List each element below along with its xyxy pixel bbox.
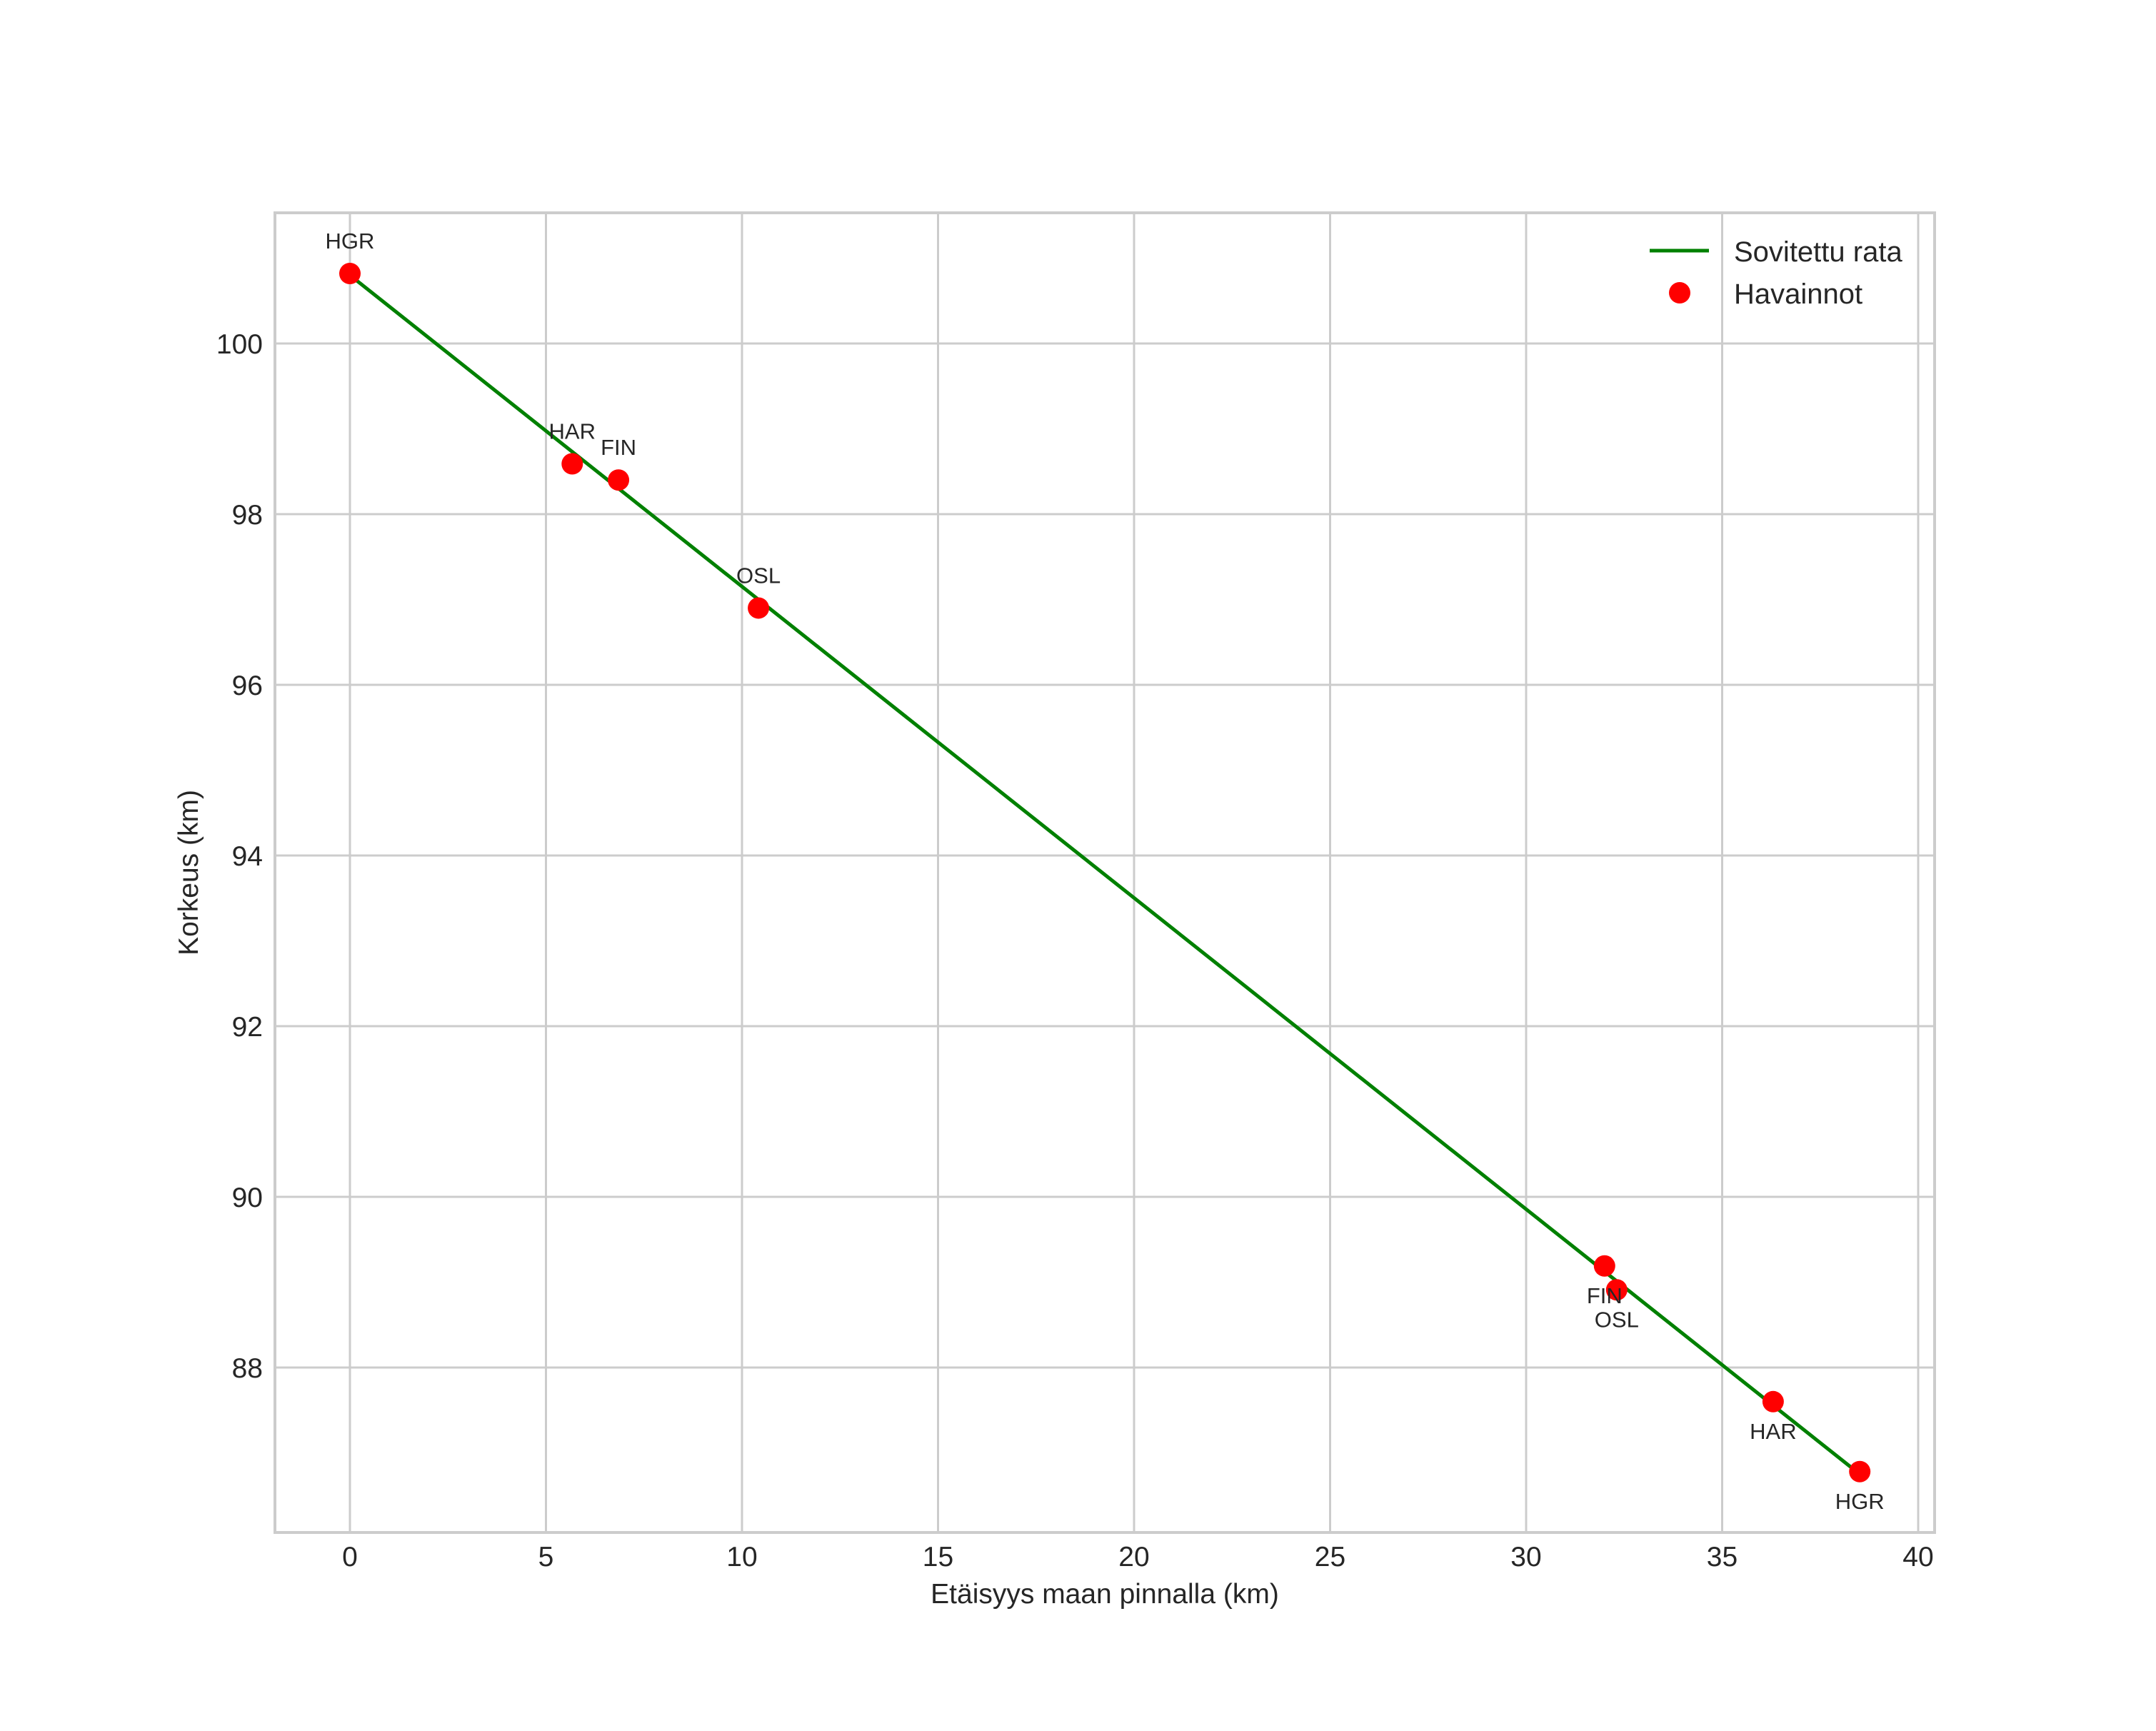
y-tick-label: 98 — [232, 500, 263, 531]
point-label-hgr: HGR — [326, 229, 375, 254]
point-label-osl: OSL — [736, 563, 781, 588]
x-tick-label: 5 — [538, 1542, 554, 1572]
x-tick-labels: 0 5 10 15 20 25 30 35 40 — [342, 1542, 1934, 1572]
y-tick-label: 96 — [232, 671, 263, 701]
y-tick-label: 88 — [232, 1353, 263, 1384]
legend-marker-swatch-icon — [1669, 282, 1690, 303]
observation-marker-osl — [1605, 1279, 1628, 1301]
observation-marker-fin — [1593, 1255, 1615, 1277]
x-gridlines — [349, 213, 1920, 1532]
observation-points — [339, 263, 1871, 1482]
legend: Sovitettu rata Havainnot — [1650, 236, 1902, 310]
x-tick-label: 20 — [1118, 1542, 1149, 1572]
y-axis-label: Korkeus (km) — [174, 790, 204, 955]
observation-marker-har — [561, 453, 583, 475]
point-label-fin: FIN — [1587, 1283, 1623, 1308]
point-label-fin: FIN — [601, 435, 636, 460]
point-label-osl: OSL — [1595, 1307, 1639, 1332]
point-label-har: HAR — [1750, 1419, 1796, 1444]
observation-marker-hgr — [1849, 1460, 1871, 1482]
x-tick-label: 35 — [1707, 1542, 1738, 1572]
y-tick-label: 92 — [232, 1012, 263, 1043]
y-tick-label: 90 — [232, 1183, 263, 1213]
observation-marker-fin — [608, 469, 630, 491]
observation-marker-har — [1762, 1390, 1784, 1413]
x-tick-label: 40 — [1902, 1542, 1933, 1572]
x-tick-label: 0 — [342, 1542, 358, 1572]
y-tick-labels: 88 90 92 94 96 98 100 — [216, 329, 263, 1384]
x-tick-label: 30 — [1510, 1542, 1541, 1572]
legend-label-observations: Havainnot — [1734, 279, 1862, 310]
x-tick-label: 10 — [726, 1542, 757, 1572]
observation-marker-hgr — [339, 263, 361, 285]
observation-marker-osl — [748, 597, 770, 619]
axes-spines — [274, 211, 1936, 1534]
point-label-har: HAR — [549, 418, 596, 443]
x-axis-label: Etäisyys maan pinnalla (km) — [931, 1579, 1279, 1610]
legend-label-fit-line: Sovitettu rata — [1734, 236, 1902, 268]
y-gridlines — [275, 342, 1935, 1369]
x-tick-label: 25 — [1315, 1542, 1345, 1572]
x-tick-label: 15 — [923, 1542, 953, 1572]
y-tick-label: 94 — [232, 841, 263, 872]
y-tick-label: 100 — [216, 329, 263, 360]
point-label-hgr: HGR — [1835, 1489, 1885, 1514]
